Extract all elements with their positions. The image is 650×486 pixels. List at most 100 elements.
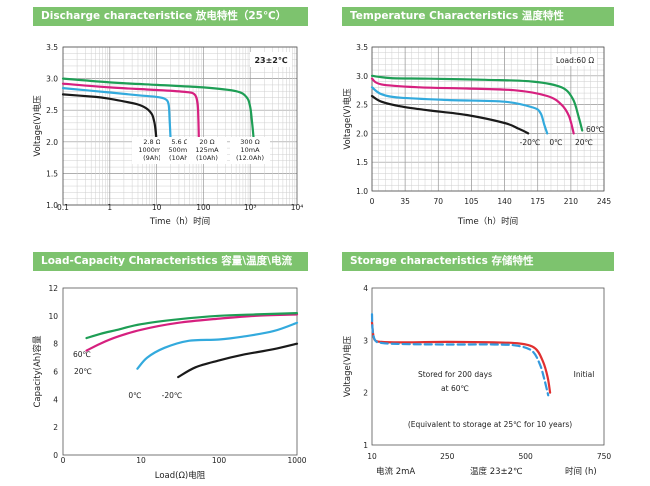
y-tick-label: 0	[53, 451, 58, 460]
series-line	[370, 74, 584, 132]
load-annotation: Load:60 Ω	[556, 56, 594, 65]
x-tick-label: 35	[400, 197, 410, 206]
x-tick-label: 750	[597, 452, 612, 461]
y-tick-label: 10	[48, 312, 58, 321]
x-tick-label: 1000	[287, 456, 306, 465]
x-tick-label: 10⁴	[291, 203, 304, 212]
x-axis-label: 时间 (h)	[565, 466, 597, 477]
x-tick-label: 10	[367, 452, 377, 461]
y-tick-label: 12	[48, 284, 58, 293]
series-label: 20℃	[74, 367, 92, 376]
load-capacity-title-bar: Load-Capacity Characteristics 容量\温度\电流	[33, 252, 308, 271]
x-tick-label: 0.1	[57, 203, 69, 212]
x-tick-label: 500	[518, 452, 533, 461]
load-label: 1000mA	[138, 146, 166, 154]
y-tick-label: 6	[53, 368, 58, 377]
load-label: 500mA	[168, 146, 192, 154]
plot-frame	[371, 46, 605, 192]
series-line	[61, 77, 255, 143]
series-label: 0℃	[128, 391, 141, 400]
load-label: 125mA	[195, 146, 219, 154]
y-tick-label: 1.0	[356, 187, 368, 196]
annotation-bg	[250, 52, 292, 67]
series-label: 60℃	[586, 125, 604, 134]
series-line	[370, 313, 550, 397]
x-tick-label: 1	[107, 203, 112, 212]
x-tick-label: 250	[440, 452, 455, 461]
plot-frame	[371, 287, 605, 446]
y-tick-label: 1.5	[46, 169, 58, 178]
series-line	[370, 94, 530, 135]
x-tick-label: 175	[531, 197, 546, 206]
plot-frame	[62, 287, 298, 456]
y-tick-label: 3.5	[46, 43, 58, 52]
x-tick-label: 210	[564, 197, 579, 206]
series-label: 60℃	[73, 350, 91, 359]
y-tick-label: 2.0	[356, 129, 368, 138]
x-tick-label: 100	[196, 203, 211, 212]
y-tick-label: 3.5	[356, 43, 368, 52]
x-axis-label: Time（h）时间	[149, 216, 210, 227]
x-tick-label: 0	[370, 197, 375, 206]
x-tick-label: 10³	[244, 203, 257, 212]
x-tick-label: 245	[597, 197, 612, 206]
load-label: 10mA	[240, 146, 260, 154]
y-tick-label: 3	[363, 336, 368, 345]
x-tick-label: 10	[152, 203, 162, 212]
load-label: 5.6 Ω	[171, 138, 188, 146]
y-tick-label: 1.5	[356, 158, 368, 167]
y-tick-label: 3.0	[46, 75, 58, 84]
series-label: 0℃	[549, 138, 562, 147]
y-tick-label: 2	[363, 389, 368, 398]
stored-label: at 60℃	[441, 384, 469, 393]
annotation-bg	[553, 54, 597, 66]
y-tick-label: 2.0	[46, 138, 58, 147]
load-label-bg	[230, 137, 270, 164]
y-tick-label: 3.0	[356, 72, 368, 81]
series-label: 20℃	[575, 138, 593, 147]
load-label: (9Ah)	[143, 154, 161, 162]
plot-frame	[62, 46, 298, 206]
x-tick-label: 70	[434, 197, 444, 206]
temp-annotation: 23±2℃	[254, 56, 287, 65]
y-axis-label: Voltage(V)电压	[32, 95, 43, 157]
x-tick-label: 0	[61, 456, 66, 465]
series-line	[370, 320, 552, 394]
load-label: 300 Ω	[240, 138, 259, 146]
load-label-bg	[187, 137, 227, 164]
y-tick-label: 4	[53, 395, 58, 404]
y-tick-label: 4	[363, 284, 368, 293]
equivalent-note: (Equivalent to storage at 25℃ for 10 yea…	[408, 420, 572, 429]
series-label: -20℃	[520, 138, 541, 147]
storage-title-bar: Storage characteristics 存储特性	[342, 252, 614, 271]
y-axis-label: Voltage(V)电压	[342, 88, 353, 150]
y-tick-label: 2.5	[46, 106, 58, 115]
y-tick-label: 8	[53, 340, 58, 349]
x-axis-label: Time（h）时间	[457, 216, 518, 227]
series-line	[370, 86, 549, 135]
x-tick-label: 100	[212, 456, 227, 465]
series-line	[85, 312, 299, 340]
discharge-title-bar: Discharge characteristice 放电特性（25℃）	[33, 7, 308, 26]
load-label: 2.8 Ω	[143, 138, 160, 146]
load-label: 20 Ω	[199, 138, 214, 146]
series-line	[85, 313, 299, 352]
y-axis-label: Voltage(V)电压	[342, 335, 353, 397]
x-tick-label: 10	[136, 456, 146, 465]
series-line	[370, 77, 575, 135]
series-label: -20℃	[162, 391, 183, 400]
x-axis-label: Load(Ω)电阻	[155, 470, 206, 481]
load-label: (12.0Ah)	[236, 154, 264, 162]
x-tick-label: 140	[497, 197, 512, 206]
series-line	[61, 82, 200, 143]
temperature-title-bar: Temperature Characteristics 温度特性	[342, 7, 614, 26]
load-label: (10Ah)	[196, 154, 218, 162]
series-line	[61, 93, 158, 143]
y-tick-label: 2	[53, 423, 58, 432]
temperature-label: 温度 23±2℃	[470, 466, 523, 477]
y-tick-label: 2.5	[356, 101, 368, 110]
